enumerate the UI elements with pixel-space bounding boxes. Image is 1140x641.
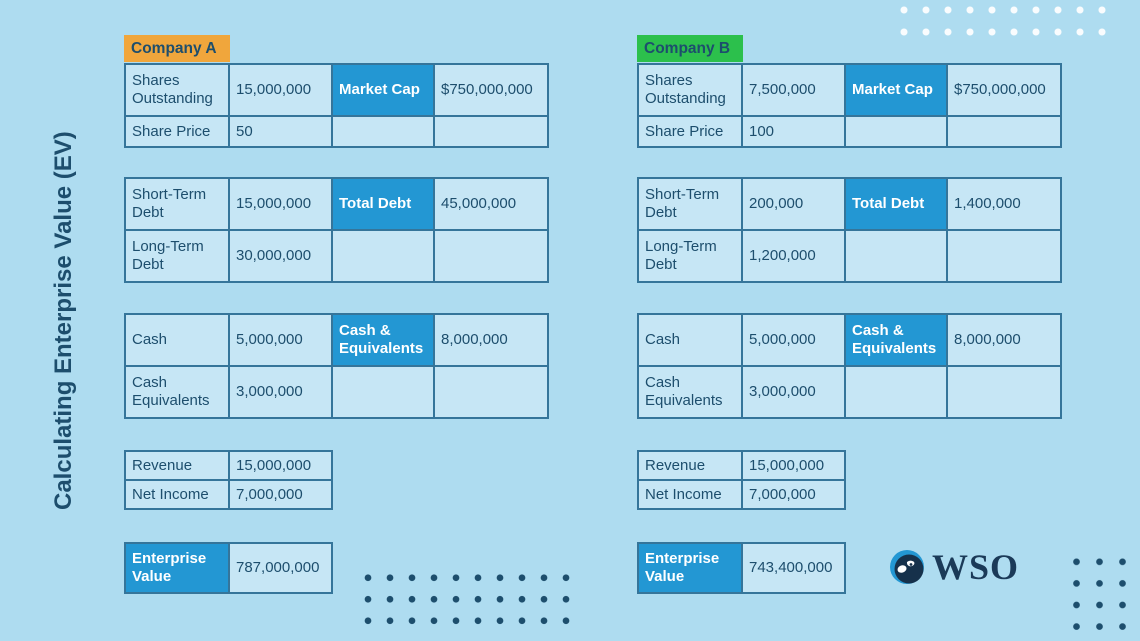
company-b-header: Company B: [637, 35, 743, 62]
cell-calc-label: [844, 365, 948, 419]
table-row: Long-Term Debt 30,000,000: [124, 229, 549, 283]
market-cap-table: Shares Outstanding 7,500,000 Market Cap …: [637, 63, 1062, 148]
company-a-header: Company A: [124, 35, 230, 62]
cell-value: 15,000,000: [741, 450, 846, 481]
table-row: Cash 5,000,000 Cash & Equivalents 8,000,…: [637, 313, 1062, 367]
cell-label: Net Income: [124, 479, 230, 510]
table-row: Short-Term Debt 15,000,000 Total Debt 45…: [124, 177, 549, 231]
cell-value: 7,000,000: [228, 479, 333, 510]
enterprise-value-table: Enterprise Value 787,000,000: [124, 542, 333, 594]
cell-calc-value: 45,000,000: [433, 177, 549, 231]
cell-ev-value: 743,400,000: [741, 542, 846, 594]
cell-value: 15,000,000: [228, 63, 333, 117]
cell-calc-value: 8,000,000: [946, 313, 1062, 367]
cell-calc-label: Market Cap: [331, 63, 435, 117]
income-metrics-table: Revenue 15,000,000 Net Income 7,000,000: [637, 450, 846, 510]
table-row: Cash 5,000,000 Cash & Equivalents 8,000,…: [124, 313, 549, 367]
cell-calc-label: [331, 115, 435, 148]
cell-calc-value: [946, 229, 1062, 283]
cash-equivalents-table: Cash 5,000,000 Cash & Equivalents 8,000,…: [637, 313, 1062, 419]
cell-value: 200,000: [741, 177, 846, 231]
cell-label: Shares Outstanding: [637, 63, 743, 117]
cell-calc-label: Market Cap: [844, 63, 948, 117]
cell-calc-value: $750,000,000: [433, 63, 549, 117]
cell-value: 7,000,000: [741, 479, 846, 510]
table-row: Long-Term Debt 1,200,000: [637, 229, 1062, 283]
table-row: Revenue 15,000,000: [637, 450, 846, 481]
wso-logo-text: WSO: [932, 547, 1020, 587]
globe-icon: [889, 549, 925, 585]
cell-calc-value: $750,000,000: [946, 63, 1062, 117]
page-title: Calculating Enterprise Value (EV): [50, 131, 77, 511]
cell-calc-label: Total Debt: [331, 177, 435, 231]
total-debt-table: Short-Term Debt 200,000 Total Debt 1,400…: [637, 177, 1062, 283]
market-cap-table: Shares Outstanding 15,000,000 Market Cap…: [124, 63, 549, 148]
table-row: Cash Equivalents 3,000,000: [124, 365, 549, 419]
cell-calc-label: [844, 115, 948, 148]
cell-value: 3,000,000: [228, 365, 333, 419]
cell-calc-value: 8,000,000: [433, 313, 549, 367]
cell-calc-value: [433, 229, 549, 283]
cell-label: Shares Outstanding: [124, 63, 230, 117]
cell-label: Long-Term Debt: [124, 229, 230, 283]
cash-equivalents-table: Cash 5,000,000 Cash & Equivalents 8,000,…: [124, 313, 549, 419]
cell-value: 30,000,000: [228, 229, 333, 283]
cell-value: 50: [228, 115, 333, 148]
table-row: Share Price 100: [637, 115, 1062, 148]
cell-value: 7,500,000: [741, 63, 846, 117]
cell-value: 15,000,000: [228, 450, 333, 481]
table-row: Net Income 7,000,000: [124, 479, 333, 510]
company-b-panel: Company B Shares Outstanding 7,500,000 M…: [637, 35, 1062, 594]
company-a-panel: Company A Shares Outstanding 15,000,000 …: [124, 35, 549, 594]
table-row: Enterprise Value 787,000,000: [124, 542, 333, 594]
cell-label: Cash: [637, 313, 743, 367]
table-row: Enterprise Value 743,400,000: [637, 542, 846, 594]
table-row: Shares Outstanding 15,000,000 Market Cap…: [124, 63, 549, 117]
cell-label: Cash Equivalents: [124, 365, 230, 419]
cell-value: 5,000,000: [741, 313, 846, 367]
table-row: Share Price 50: [124, 115, 549, 148]
cell-value: 15,000,000: [228, 177, 333, 231]
cell-label: Share Price: [637, 115, 743, 148]
cell-calc-label: [844, 229, 948, 283]
cell-label: Short-Term Debt: [124, 177, 230, 231]
decorative-dots-bottom-right: [1065, 551, 1135, 638]
table-row: Net Income 7,000,000: [637, 479, 846, 510]
table-row: Revenue 15,000,000: [124, 450, 333, 481]
cell-ev-value: 787,000,000: [228, 542, 333, 594]
cell-value: 3,000,000: [741, 365, 846, 419]
enterprise-value-table: Enterprise Value 743,400,000: [637, 542, 846, 594]
cell-calc-value: [433, 115, 549, 148]
cell-calc-label: Cash & Equivalents: [844, 313, 948, 367]
cell-calc-label: Total Debt: [844, 177, 948, 231]
cell-calc-value: [433, 365, 549, 419]
wso-logo: WSO: [889, 549, 1019, 585]
cell-calc-value: [946, 365, 1062, 419]
cell-calc-label: [331, 365, 435, 419]
cell-value: 5,000,000: [228, 313, 333, 367]
cell-label: Cash Equivalents: [637, 365, 743, 419]
cell-label: Share Price: [124, 115, 230, 148]
cell-calc-label: Cash & Equivalents: [331, 313, 435, 367]
cell-label: Revenue: [124, 450, 230, 481]
cell-value: 1,200,000: [741, 229, 846, 283]
cell-label: Cash: [124, 313, 230, 367]
total-debt-table: Short-Term Debt 15,000,000 Total Debt 45…: [124, 177, 549, 283]
table-row: Shares Outstanding 7,500,000 Market Cap …: [637, 63, 1062, 117]
cell-label: Revenue: [637, 450, 743, 481]
cell-label: Net Income: [637, 479, 743, 510]
cell-calc-value: [946, 115, 1062, 148]
cell-label: Long-Term Debt: [637, 229, 743, 283]
cell-calc-value: 1,400,000: [946, 177, 1062, 231]
cell-label: Short-Term Debt: [637, 177, 743, 231]
table-row: Short-Term Debt 200,000 Total Debt 1,400…: [637, 177, 1062, 231]
cell-ev-label: Enterprise Value: [637, 542, 743, 594]
income-metrics-table: Revenue 15,000,000 Net Income 7,000,000: [124, 450, 333, 510]
table-row: Cash Equivalents 3,000,000: [637, 365, 1062, 419]
cell-value: 100: [741, 115, 846, 148]
cell-calc-label: [331, 229, 435, 283]
cell-ev-label: Enterprise Value: [124, 542, 230, 594]
